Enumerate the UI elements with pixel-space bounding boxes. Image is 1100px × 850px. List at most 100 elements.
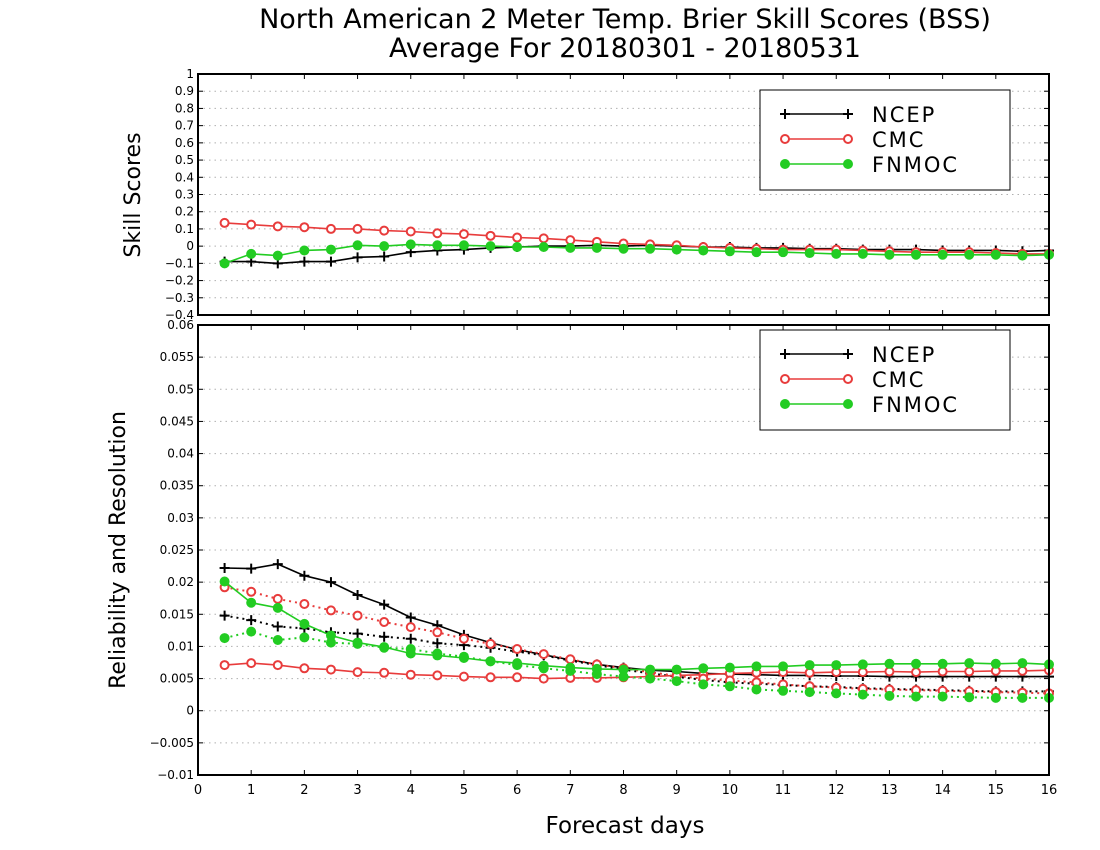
y-tick-label: 0.055 [160, 350, 194, 364]
chart-title: North American 2 Meter Temp. Brier Skill… [259, 4, 991, 35]
y-tick-label: 0.8 [175, 101, 194, 115]
data-point-fnmoc [804, 248, 815, 259]
legend-label-cmc: CMC [872, 368, 925, 392]
data-point-cmc [272, 660, 283, 671]
data-point-cmc [246, 658, 257, 669]
legend-marker [780, 109, 790, 119]
y-tick-label: 0 [186, 239, 194, 253]
data-point-fnmoc [1017, 658, 1028, 669]
data-point-cmc [458, 671, 469, 682]
data-point-cmc [299, 663, 310, 674]
x-tick-label: 4 [407, 783, 415, 798]
data-point-cmc [432, 670, 443, 681]
data-point-fnmoc [884, 249, 895, 260]
data-point-ncep [272, 559, 283, 570]
data-point-fnmoc [911, 691, 922, 702]
x-tick-label: 10 [722, 783, 739, 798]
y-tick-label: 0.6 [175, 136, 194, 150]
bottom-y-axis-label: Reliability and Resolution [106, 411, 131, 689]
data-point-ncep [379, 631, 390, 642]
legend-marker [780, 399, 790, 409]
data-point-ncep [405, 633, 416, 644]
data-point-fnmoc [804, 660, 815, 671]
data-point-fnmoc [591, 669, 602, 680]
data-point-fnmoc [645, 664, 656, 675]
data-point-fnmoc [990, 692, 1001, 703]
series-line-fnmoc-solid [224, 580, 1050, 671]
data-point-fnmoc [565, 665, 576, 676]
data-point-cmc [379, 225, 390, 236]
data-point-cmc [485, 638, 496, 649]
data-point-fnmoc [751, 661, 762, 672]
data-point-fnmoc [857, 689, 868, 700]
data-point-cmc [405, 226, 416, 237]
data-point-fnmoc [857, 659, 868, 670]
x-tick-label: 2 [300, 783, 308, 798]
data-point-ncep [352, 628, 363, 639]
y-tick-label: −0.01 [157, 768, 194, 782]
x-tick-label: 3 [353, 783, 361, 798]
x-tick-label: 5 [460, 783, 468, 798]
data-point-fnmoc [698, 245, 709, 256]
data-point-fnmoc [884, 658, 895, 669]
data-point-fnmoc [778, 685, 789, 696]
data-point-fnmoc [671, 664, 682, 675]
data-point-fnmoc [1017, 250, 1028, 261]
data-point-fnmoc [512, 660, 523, 671]
legend-box [759, 329, 1011, 431]
data-point-fnmoc [512, 242, 523, 253]
y-tick-label: 0.045 [160, 414, 194, 428]
y-tick-label: 0.4 [175, 170, 194, 184]
plot-frame [197, 73, 1050, 316]
x-tick-label: 8 [619, 783, 627, 798]
data-point-fnmoc [1017, 692, 1028, 703]
data-point-fnmoc [645, 673, 656, 684]
data-point-cmc [219, 660, 230, 671]
y-tick-label: 0.04 [167, 447, 194, 461]
data-point-cmc [458, 633, 469, 644]
x-tick-label: 14 [934, 783, 951, 798]
y-tick-label: 0.02 [167, 575, 194, 589]
y-tick-label: 0.06 [167, 318, 194, 332]
data-point-fnmoc [272, 250, 283, 261]
data-point-ncep [405, 612, 416, 623]
data-point-cmc [565, 654, 576, 665]
legend-marker [843, 159, 853, 169]
series-line-fnmoc-solid [224, 243, 1050, 265]
data-point-ncep [325, 256, 336, 267]
data-point-fnmoc [219, 633, 230, 644]
data-point-ncep [379, 599, 390, 610]
data-point-fnmoc [538, 242, 549, 253]
data-point-ncep [219, 610, 230, 621]
chart-subtitle: Average For 20180301 - 20180531 [389, 33, 861, 64]
legend-marker [780, 349, 790, 359]
data-point-fnmoc [804, 687, 815, 698]
y-tick-label: 0.025 [160, 543, 194, 557]
data-point-fnmoc [831, 688, 842, 699]
plot-frame [197, 324, 1050, 776]
data-point-fnmoc [458, 651, 469, 662]
y-tick-label: 0.01 [167, 639, 194, 653]
y-tick-label: 0.2 [175, 205, 194, 219]
data-point-fnmoc [990, 249, 1001, 260]
data-point-ncep [352, 252, 363, 263]
data-point-fnmoc [751, 684, 762, 695]
data-point-cmc [432, 627, 443, 638]
data-point-cmc [379, 617, 390, 627]
data-point-cmc [379, 667, 390, 678]
data-point-cmc [325, 223, 336, 234]
data-point-cmc [964, 666, 975, 677]
legend-marker [843, 374, 853, 384]
data-point-fnmoc [325, 637, 336, 648]
data-point-cmc [246, 219, 257, 230]
data-point-fnmoc [831, 248, 842, 259]
x-tick-label: 9 [673, 783, 681, 798]
data-point-fnmoc [458, 240, 469, 251]
data-point-fnmoc [778, 247, 789, 258]
data-point-fnmoc [565, 242, 576, 253]
legend-marker [780, 159, 790, 169]
legend-box [759, 89, 1011, 191]
data-point-fnmoc [724, 246, 735, 257]
data-point-cmc [512, 644, 523, 654]
